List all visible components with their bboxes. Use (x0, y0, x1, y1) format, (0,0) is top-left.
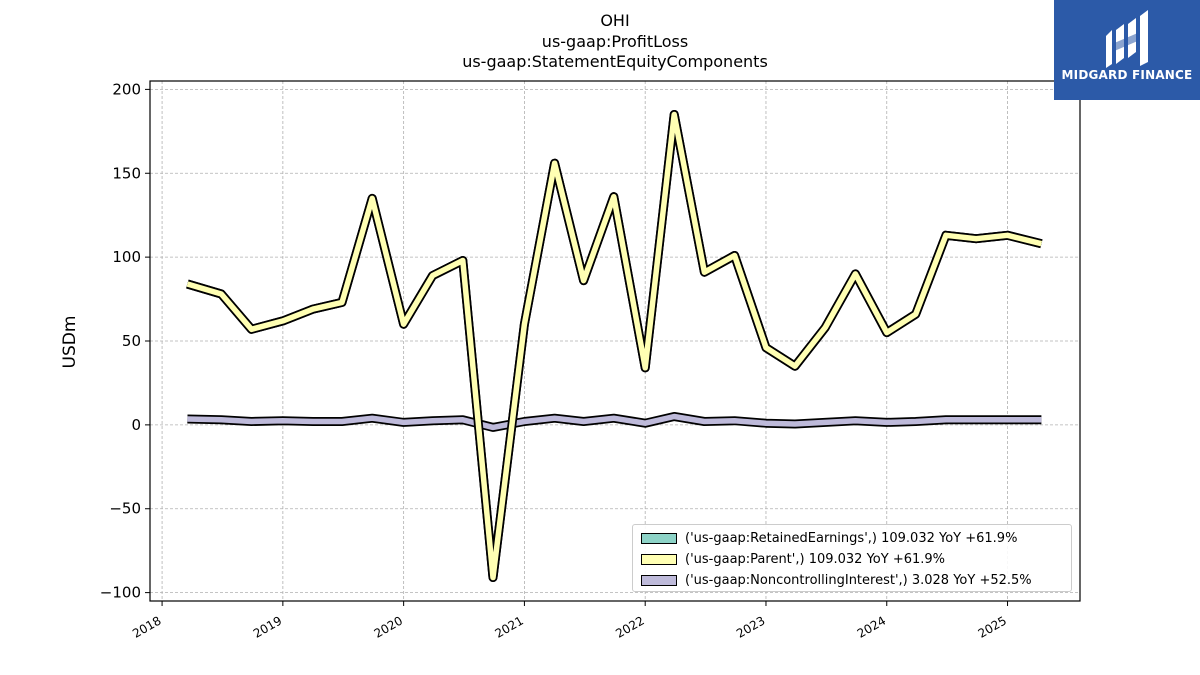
series-line-outline (186, 110, 1043, 582)
x-tick-label: 2020 (372, 613, 405, 640)
legend-item: ('us-gaap:Parent',) 109.032 YoY +61.9% (641, 550, 945, 568)
x-tick-label: 2024 (855, 613, 888, 640)
midgard-finance-logo: MIDGARD FINANCE (1054, 0, 1200, 100)
legend-label: ('us-gaap:RetainedEarnings',) 109.032 Yo… (685, 530, 1018, 546)
legend-swatch (641, 532, 677, 544)
series-layer (186, 110, 1043, 582)
legend-swatch (641, 574, 677, 586)
x-tick-label: 2025 (976, 613, 1009, 640)
y-tick-label: 150 (112, 164, 141, 182)
legend-item: ('us-gaap:NoncontrollingInterest',) 3.02… (641, 571, 1032, 589)
legend-label: ('us-gaap:NoncontrollingInterest',) 3.02… (685, 572, 1032, 588)
logo-mark-icon (1106, 10, 1148, 68)
chart-title-line-1: OHI (600, 11, 630, 30)
y-tick-label: −100 (100, 584, 141, 602)
series-line (187, 413, 1042, 431)
x-tick-label: 2021 (492, 613, 525, 640)
y-tick-label: −50 (109, 500, 141, 518)
y-tick-label: 200 (112, 80, 141, 98)
x-tick-label: 2023 (734, 613, 767, 640)
legend: ('us-gaap:RetainedEarnings',) 109.032 Yo… (632, 524, 1072, 592)
series-line-outline (186, 110, 1043, 582)
x-tick-label: 2022 (613, 613, 646, 640)
x-tick-label: 2018 (130, 613, 163, 640)
y-tick-label: 0 (131, 416, 141, 434)
series-line (186, 111, 1043, 581)
grid (150, 81, 1080, 601)
legend-swatch (641, 553, 677, 565)
x-tick-label: 2019 (251, 613, 284, 640)
legend-item: ('us-gaap:RetainedEarnings',) 109.032 Yo… (641, 529, 1017, 547)
x-axis: 2018 2019 2020 2021 2022 2023 2024 2025 (130, 601, 1009, 641)
y-tick-label: 50 (122, 332, 141, 350)
y-axis: −100 −50 0 50 100 150 200 (100, 80, 150, 602)
series-line (186, 111, 1043, 581)
legend-label: ('us-gaap:Parent',) 109.032 YoY +61.9% (685, 551, 946, 567)
logo-text: MIDGARD FINANCE (1061, 68, 1193, 82)
chart-title-line-2: us-gaap:ProfitLoss (541, 32, 689, 51)
chart-title-line-3: us-gaap:StatementEquityComponents (462, 52, 768, 71)
y-tick-label: 100 (112, 248, 141, 266)
y-axis-label: USDm (60, 316, 80, 369)
